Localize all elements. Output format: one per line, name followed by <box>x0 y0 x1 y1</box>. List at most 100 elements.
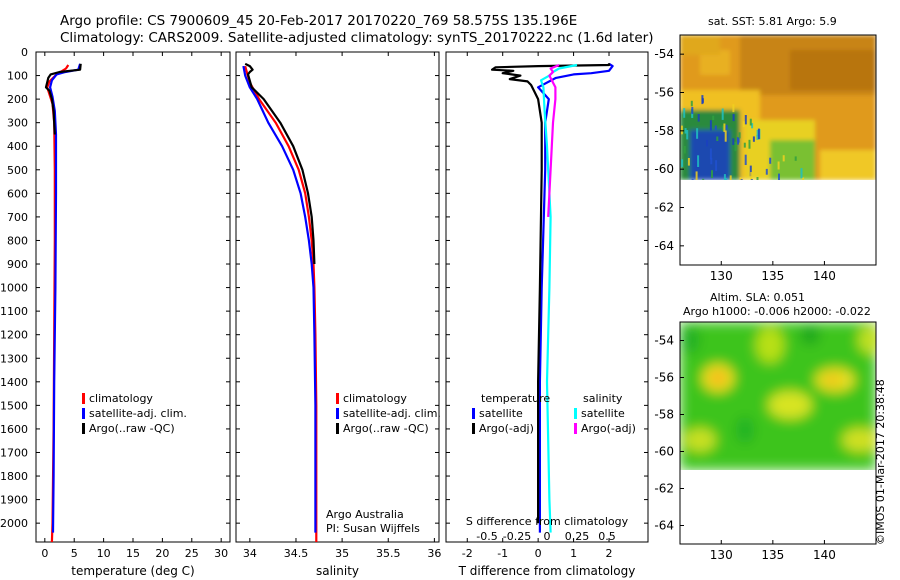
sla-field <box>680 322 876 470</box>
depth-tick-label: 500 <box>7 164 28 177</box>
x-tick-label: 10 <box>97 547 111 560</box>
sla-map <box>679 321 877 545</box>
legend-label: climatology <box>343 392 407 405</box>
legend-swatch <box>82 423 85 434</box>
map-x-tick-label: 135 <box>761 269 784 283</box>
sst-streak <box>711 170 713 178</box>
series-line <box>244 65 318 542</box>
depth-tick-label: 1800 <box>0 470 28 483</box>
map-y-tick-label: -62 <box>654 482 674 496</box>
series-line <box>539 63 578 533</box>
sst-streak <box>684 128 687 134</box>
legend-label: satellite <box>581 407 625 420</box>
sst-field <box>680 35 876 180</box>
x-axis-label: salinity <box>316 564 359 578</box>
sst-streak <box>716 136 719 141</box>
x-tick-label: 34.5 <box>284 547 309 560</box>
depth-tick-label: 0 <box>21 46 28 59</box>
x-tick-label: 35 <box>335 547 349 560</box>
sst-streak <box>777 161 780 170</box>
sst-streak <box>800 168 803 179</box>
salinity-panel <box>235 51 440 543</box>
sst-streak <box>756 177 759 180</box>
sst-streak <box>756 134 759 140</box>
depth-tick-label: 2000 <box>0 517 28 530</box>
sst-streak <box>697 155 700 167</box>
sst-streak <box>706 139 708 147</box>
legend-label: Argo(..raw -QC) <box>89 422 175 435</box>
sst-streak <box>751 123 754 129</box>
depth-tick-label: 1200 <box>0 329 28 342</box>
map-y-tick-label: -64 <box>654 239 674 253</box>
depth-tick-label: 700 <box>7 211 28 224</box>
x-axis-label: T difference from climatology <box>458 564 636 578</box>
map-y-tick-label: -58 <box>654 124 674 138</box>
sst-streak <box>749 165 752 177</box>
sst-streak <box>691 107 694 114</box>
temperature-plot: 0 5 10 15 20 25 30 temperature (deg C) climatolo… <box>36 51 230 578</box>
sst-streak <box>739 177 742 180</box>
x-tick-label: 35.5 <box>376 547 401 560</box>
sst-streak <box>690 100 693 107</box>
depth-tick-label: 300 <box>7 117 28 130</box>
sst-streak <box>794 156 797 161</box>
legend-label: satellite-adj. clim. <box>89 407 187 420</box>
map-y-tick-label: -62 <box>654 201 674 215</box>
sst-streak <box>696 128 699 139</box>
series-line <box>547 63 560 217</box>
sst-streak <box>681 159 684 167</box>
sst-map <box>679 34 877 266</box>
legend-title: temperature <box>481 392 550 405</box>
footer-credit: ©IMOS 01-Mar-2017 20:38:48 <box>874 379 887 545</box>
sst-streak <box>738 132 741 139</box>
depth-tick-label: 600 <box>7 187 28 200</box>
legend-swatch <box>336 423 339 434</box>
sst-streak <box>734 141 737 152</box>
sst-streak <box>712 115 715 121</box>
figure-title-line1: Argo profile: CS 7900609_45 20-Feb-2017 … <box>60 13 578 29</box>
sst-streak <box>709 120 712 131</box>
sst-streak <box>765 168 768 175</box>
depth-tick-label: 1500 <box>0 399 28 412</box>
x-tick-label: -2 <box>462 547 473 560</box>
map-x-tick-label: 140 <box>813 269 836 283</box>
sst-streak <box>748 139 751 149</box>
difference-panel <box>445 51 649 543</box>
legend-label: Argo(..raw -QC) <box>343 422 429 435</box>
sst-streak <box>702 178 705 180</box>
argo-annotation: Argo Australia <box>326 508 404 521</box>
temperature-panel <box>35 51 231 543</box>
map-y-tick-label: -54 <box>654 334 674 348</box>
legend-label: satellite <box>479 407 523 420</box>
sst-streak <box>802 177 805 180</box>
map-y-tick-label: -56 <box>654 371 674 385</box>
sst-streak <box>723 123 726 132</box>
x-tick-label: 25 <box>185 547 199 560</box>
sst-streak <box>691 179 694 180</box>
s-tick-label: -0.5 <box>476 530 497 543</box>
sla-map-title-line2: Argo h1000: -0.006 h2000: -0.022 <box>683 305 871 318</box>
sst-streak <box>725 178 728 180</box>
x-tick-label: 36 <box>427 547 441 560</box>
sst-streak <box>732 104 735 113</box>
x-axis-label: temperature (deg C) <box>71 564 194 578</box>
map-y-tick-label: -64 <box>654 519 674 533</box>
sst-streak <box>710 157 713 165</box>
legend-swatch <box>472 408 475 419</box>
sst-streak <box>769 157 772 164</box>
sst-streak <box>723 174 726 180</box>
sst-streak <box>737 137 739 145</box>
depth-tick-label: 400 <box>7 140 28 153</box>
series-line <box>242 65 317 533</box>
sst-streak <box>757 128 760 140</box>
depth-tick-label: 1000 <box>0 282 28 295</box>
depth-tick-label: 1600 <box>0 423 28 436</box>
x-tick-label: 30 <box>214 547 228 560</box>
s-tick-label: 0.5 <box>598 530 616 543</box>
sst-streak <box>683 108 686 118</box>
depth-tick-label: 100 <box>7 70 28 83</box>
sst-streak <box>715 160 718 172</box>
sst-streak <box>680 125 683 135</box>
legend-label: satellite-adj. clim. <box>343 407 441 420</box>
argo-annotation: PI: Susan Wijffels <box>326 522 420 535</box>
